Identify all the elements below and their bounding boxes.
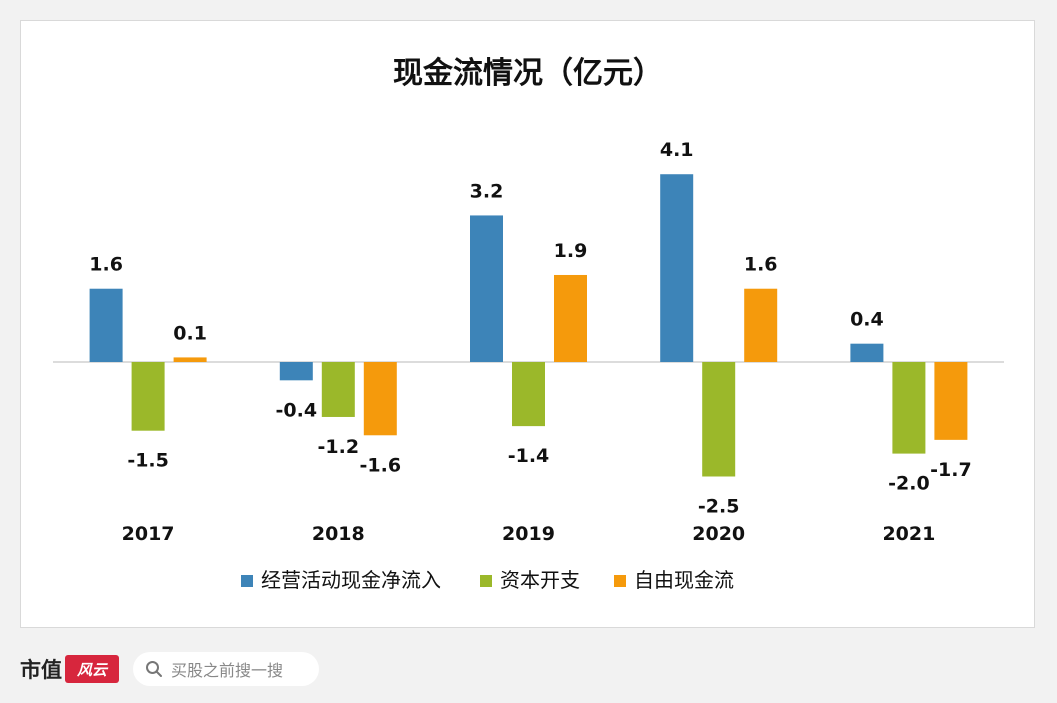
chart-title: 现金流情况（亿元） — [393, 56, 663, 91]
data-label-资本开支-2021: -2.0 — [888, 473, 930, 495]
footer-bar: 市值 风云 买股之前搜一搜 — [20, 648, 319, 690]
data-label-资本开支-2017: -1.5 — [127, 450, 169, 472]
data-label-自由现金流-2018: -1.6 — [360, 454, 402, 476]
x-tick-label-2017: 2017 — [122, 523, 175, 545]
legend-swatch-自由现金流 — [614, 575, 626, 587]
x-tick-label-2020: 2020 — [692, 523, 745, 545]
brand-logo: 市值 风云 — [20, 654, 119, 684]
bar-经营活动现金净流入-2021 — [850, 343, 884, 362]
data-label-经营活动现金净流入-2019: 3.2 — [470, 180, 504, 202]
legend-label-资本开支: 资本开支 — [500, 568, 580, 592]
bar-自由现金流-2020 — [744, 288, 778, 362]
bar-自由现金流-2021 — [934, 362, 968, 440]
search-box[interactable]: 买股之前搜一搜 — [133, 652, 319, 686]
x-tick-label-2019: 2019 — [502, 523, 555, 545]
search-icon — [146, 661, 162, 677]
data-label-经营活动现金净流入-2018: -0.4 — [276, 399, 318, 421]
data-label-经营活动现金净流入-2020: 4.1 — [660, 139, 694, 161]
bar-自由现金流-2017 — [173, 357, 207, 362]
legend-swatch-经营活动现金净流入 — [241, 575, 253, 587]
search-placeholder: 买股之前搜一搜 — [171, 661, 284, 680]
data-label-自由现金流-2021: -1.7 — [930, 459, 972, 481]
data-label-经营活动现金净流入-2021: 0.4 — [850, 309, 884, 331]
x-tick-label-2021: 2021 — [882, 523, 935, 545]
chart-card: 现金流情况（亿元） 1.6 -1.5 0.1 2017 -0.4 -1.2 -1.6 2018 3… — [20, 20, 1035, 628]
bar-经营活动现金净流入-2019 — [470, 215, 503, 362]
data-label-自由现金流-2019: 1.9 — [554, 240, 588, 262]
bar-资本开支-2020 — [702, 362, 736, 477]
data-label-经营活动现金净流入-2017: 1.6 — [89, 254, 123, 276]
data-label-自由现金流-2017: 0.1 — [173, 322, 207, 344]
data-label-资本开支-2019: -1.4 — [508, 445, 550, 467]
bar-自由现金流-2019 — [554, 274, 587, 362]
brand-seal: 风云 — [65, 655, 119, 683]
bar-资本开支-2017 — [131, 362, 165, 431]
data-label-自由现金流-2020: 1.6 — [744, 254, 778, 276]
bar-经营活动现金净流入-2018 — [279, 362, 313, 381]
data-label-资本开支-2018: -1.2 — [318, 436, 360, 458]
legend-label-自由现金流: 自由现金流 — [634, 568, 734, 592]
legend-label-经营活动现金净流入: 经营活动现金净流入 — [261, 568, 441, 592]
bar-资本开支-2019 — [512, 362, 545, 427]
cashflow-bar-chart: 现金流情况（亿元） 1.6 -1.5 0.1 2017 -0.4-1.2-1.6 2018 3… — [53, 56, 1004, 592]
bar-经营活动现金净流入-2020 — [660, 174, 694, 362]
bar-自由现金流-2018 — [363, 362, 397, 436]
brand-text: 市值 — [20, 658, 62, 682]
x-tick-label-2018: 2018 — [312, 523, 365, 545]
legend-swatch-资本开支 — [480, 575, 492, 587]
bar-资本开支-2021 — [892, 362, 926, 454]
bar-经营活动现金净流入-2017 — [89, 288, 123, 362]
data-label-资本开支-2020: -2.5 — [698, 496, 740, 518]
bar-资本开支-2018 — [321, 362, 355, 417]
